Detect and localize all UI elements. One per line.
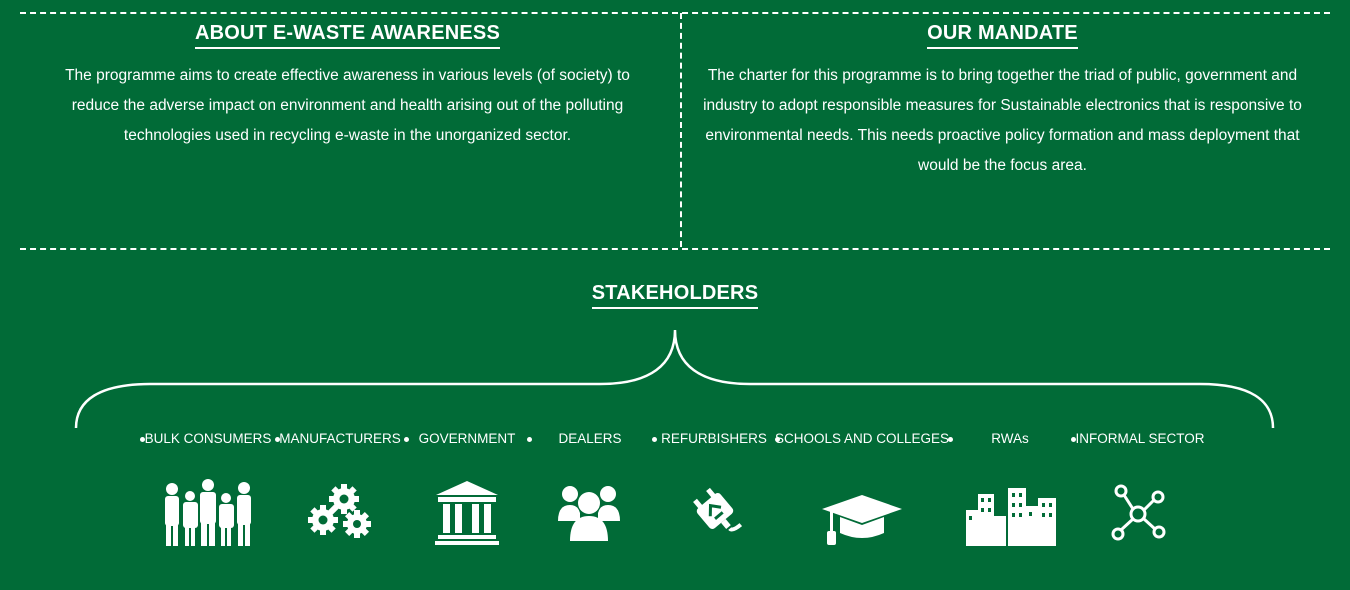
top-dashed-divider [20, 12, 1330, 14]
mandate-body: The charter for this programme is to bri… [703, 67, 1302, 174]
bullet-dot [275, 437, 280, 442]
stakeholder-dealers[interactable]: DEALERS [558, 431, 622, 446]
about-body: The programme aims to create effective a… [65, 67, 630, 144]
about-panel: ABOUT E-WASTE AWARENESS The programme ai… [40, 22, 655, 151]
stakeholder-refurbishers[interactable]: REFURBISHERS [661, 431, 767, 446]
bullet-dot [948, 437, 953, 442]
mandate-title: OUR MANDATE [927, 22, 1078, 49]
stakeholders-section-title: STAKEHOLDERS [0, 282, 1350, 309]
vertical-dashed-divider [680, 13, 682, 247]
city-buildings-icon [966, 488, 1056, 546]
recycle-plug-icon [693, 487, 743, 532]
mandate-panel: OUR MANDATE The charter for this program… [690, 22, 1315, 181]
bullet-dot [1071, 437, 1076, 442]
stakeholder-bulk-consumers[interactable]: BULK CONSUMERS [144, 431, 272, 446]
bullet-dot [527, 437, 532, 442]
stakeholder-schools-colleges[interactable]: SCHOOLS AND COLLEGES [774, 431, 950, 446]
users-group-icon [558, 486, 620, 541]
government-building-icon [435, 481, 499, 545]
stakeholder-list: BULK CONSUMERS MANUFACTURERS GOVERNMENT … [0, 431, 1350, 451]
gears-icon [308, 484, 371, 538]
stakeholders-title: STAKEHOLDERS [591, 282, 759, 309]
bullet-dot [140, 437, 145, 442]
about-title: ABOUT E-WASTE AWARENESS [195, 22, 500, 49]
bullet-dot [404, 437, 409, 442]
people-group-icon [165, 479, 251, 546]
stakeholder-informal-sector[interactable]: INFORMAL SECTOR [1075, 431, 1205, 446]
middle-dashed-divider [20, 248, 1330, 250]
graduation-cap-icon [822, 495, 902, 545]
stakeholder-rwas[interactable]: RWAs [991, 431, 1029, 446]
bullet-dot [652, 437, 657, 442]
stakeholder-manufacturers[interactable]: MANUFACTURERS [279, 431, 401, 446]
curly-brace [74, 329, 1275, 429]
bullet-dot [775, 437, 780, 442]
stakeholder-government[interactable]: GOVERNMENT [418, 431, 516, 446]
network-icon [1111, 484, 1166, 541]
